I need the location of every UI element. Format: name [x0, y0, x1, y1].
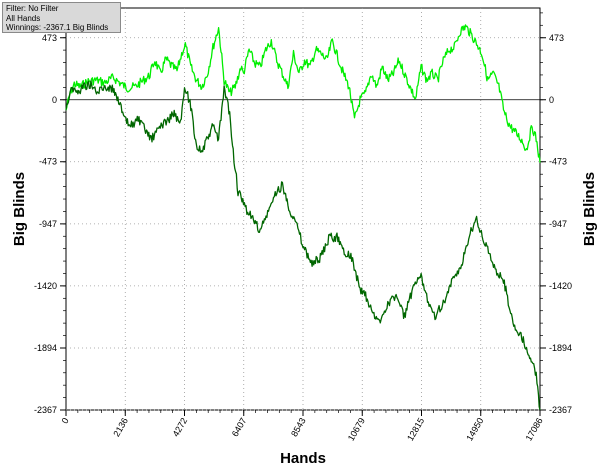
- hands-label: All Hands: [6, 13, 41, 23]
- x-tick-label: 6407: [230, 416, 249, 438]
- y-tick-label-left: -1894: [34, 343, 57, 353]
- y-axis-title-right: Big Blinds: [581, 172, 598, 246]
- y-tick-label-left: 0: [52, 95, 57, 105]
- x-tick-label: 17086: [524, 416, 545, 443]
- series-lines: [65, 24, 541, 411]
- y-tick-label-left: -473: [39, 157, 57, 167]
- y-tick-label-left: 473: [42, 33, 57, 43]
- y-tick-label-left: -947: [39, 219, 57, 229]
- series-line-2: [65, 80, 541, 411]
- y-tick-label-right: -1894: [549, 343, 572, 353]
- y-tick-label-right: -473: [549, 157, 567, 167]
- x-tick-label: 2136: [111, 416, 130, 438]
- y-tick-label-right: -1420: [549, 281, 572, 291]
- series-line-1: [65, 24, 541, 163]
- y-tick-label-left: -1420: [34, 281, 57, 291]
- winnings-label: Winnings: -2367.1 Big Blinds: [6, 23, 109, 32]
- y-axis-title-left: Big Blinds: [11, 172, 28, 246]
- x-tick-label: 10679: [346, 416, 367, 443]
- x-axis-title: Hands: [280, 450, 326, 467]
- info-box: Filter: No Filter All Hands Winnings: -2…: [2, 2, 121, 33]
- x-tick-label: 14950: [464, 416, 485, 443]
- filter-label: Filter: No Filter: [6, 4, 59, 13]
- y-tick-label-right: -947: [549, 219, 567, 229]
- y-tick-label-left: -2367: [34, 405, 57, 415]
- y-tick-label-right: 473: [549, 33, 564, 43]
- x-tick-label: 8543: [289, 416, 308, 438]
- y-tick-label-right: 0: [549, 95, 554, 105]
- x-tick-label: 4272: [171, 416, 190, 438]
- y-tick-label-right: -2367: [549, 405, 572, 415]
- axis-ticks: [60, 12, 546, 416]
- x-tick-label: 12815: [405, 416, 426, 443]
- x-tick-label: 0: [60, 416, 71, 425]
